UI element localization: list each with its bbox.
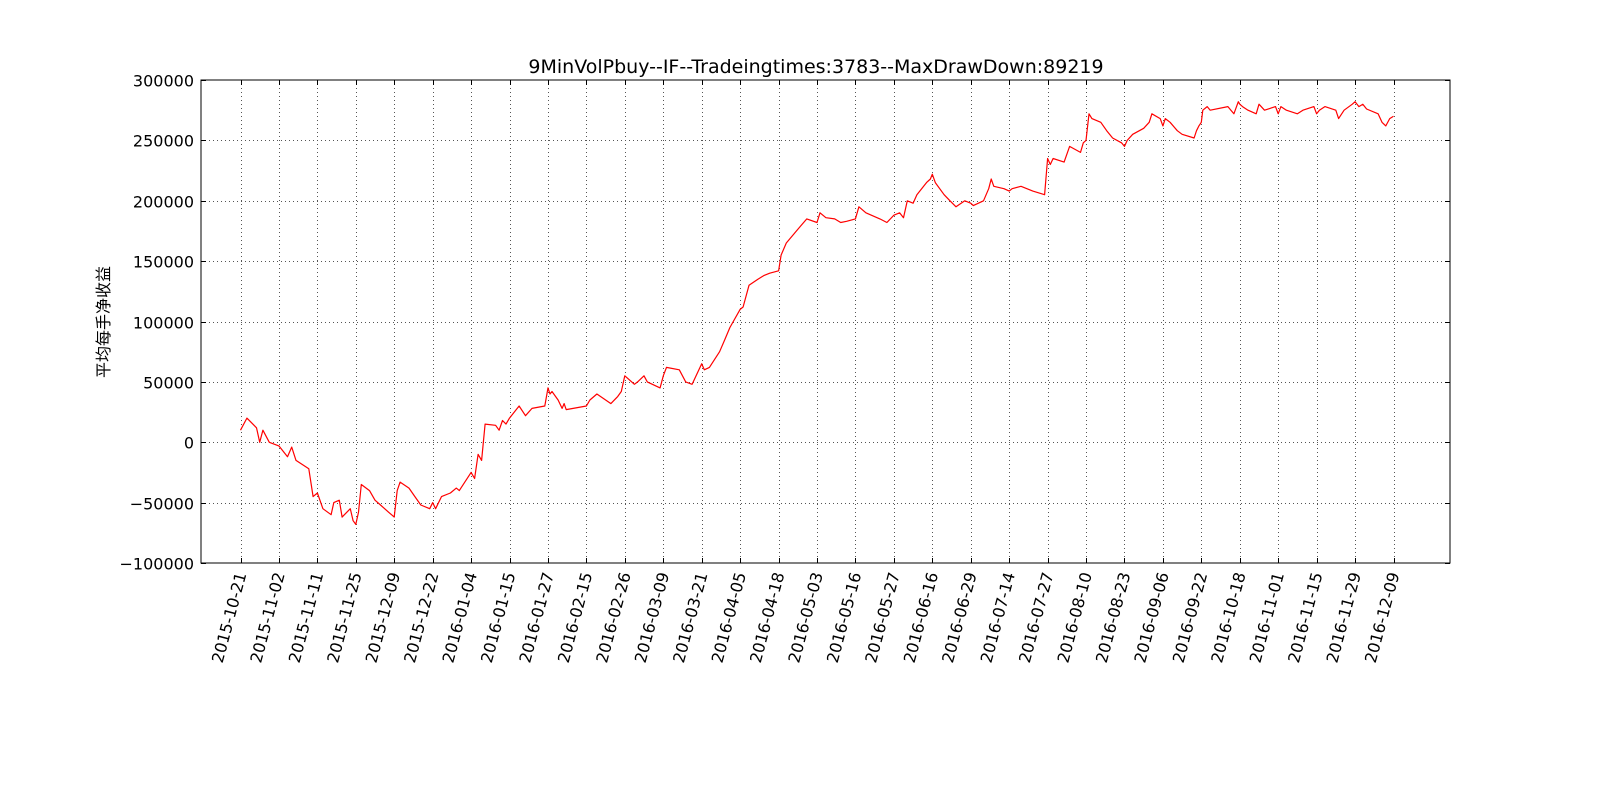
y-tick-label: 0 — [184, 434, 194, 453]
series-layer — [239, 101, 1394, 526]
y-tick-label: 200000 — [133, 193, 194, 212]
series-line — [239, 101, 1394, 526]
y-tick-label: 100000 — [133, 314, 194, 333]
y-axis-ticks: −100000 −50000 0 50000 100000 150000 200000 250… — [120, 72, 1450, 574]
grid — [201, 80, 1450, 563]
y-tick-label: 50000 — [143, 374, 194, 393]
y-tick-label: −50000 — [130, 495, 194, 514]
chart-title: 9MinVolPbuy--IF--Tradeingtimes:3783--Max… — [528, 56, 1103, 78]
y-tick-label: 150000 — [133, 253, 194, 272]
y-tick-label: 250000 — [133, 132, 194, 151]
y-tick-label: −100000 — [120, 555, 194, 574]
plot-frame — [200, 79, 1451, 564]
y-axis-label: 平均每手净收益 — [94, 266, 113, 378]
y-tick-label: 300000 — [133, 72, 194, 91]
